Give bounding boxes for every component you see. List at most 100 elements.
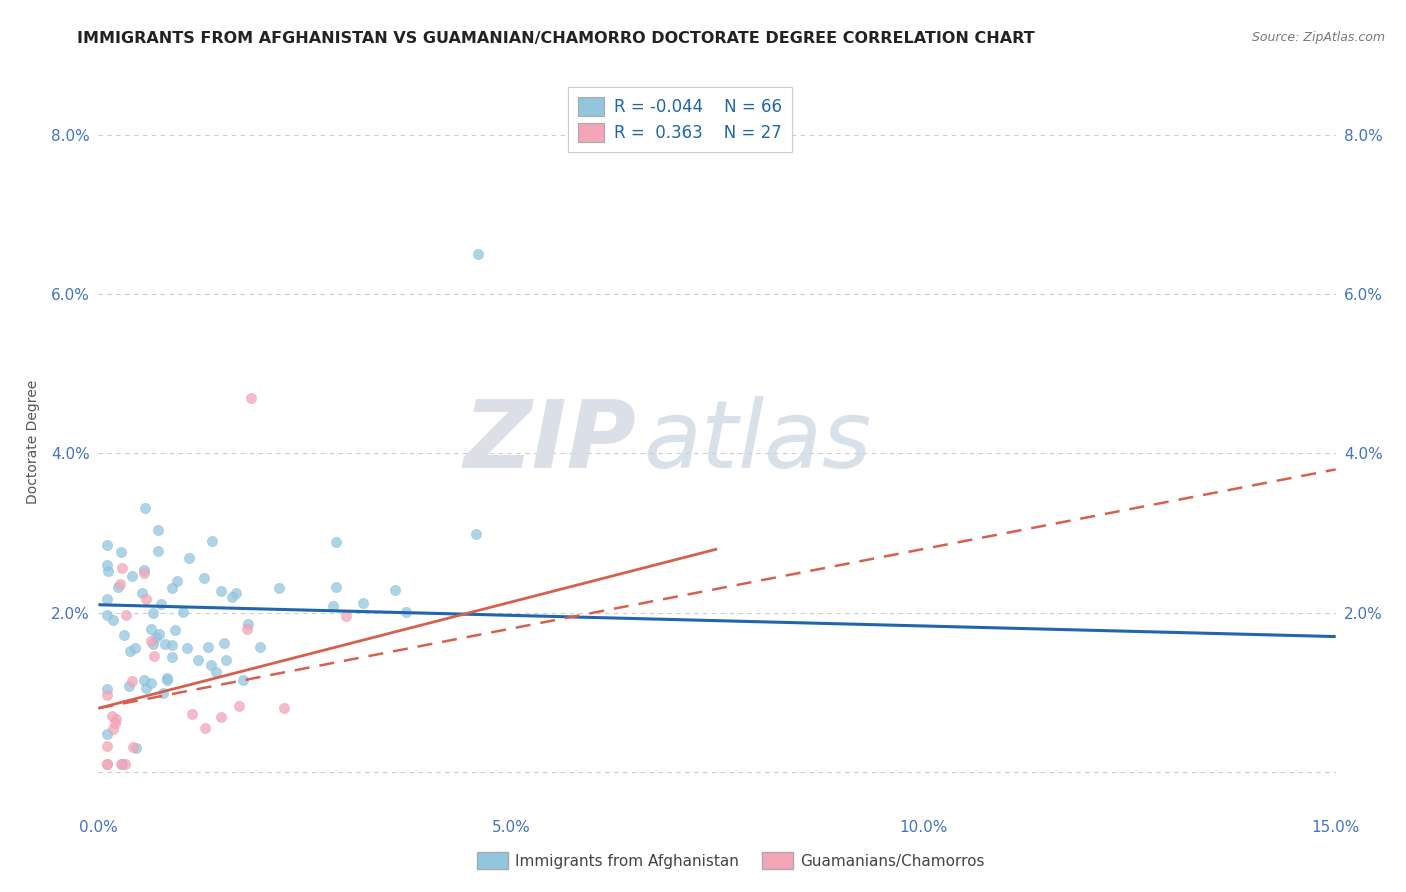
Point	[267, 581, 290, 595]
Point	[467, 247, 489, 261]
Point	[352, 596, 374, 610]
Point	[135, 681, 157, 696]
Point	[322, 599, 344, 614]
Point	[121, 673, 143, 688]
Point	[108, 576, 131, 591]
Point	[197, 640, 219, 655]
Point	[135, 592, 157, 607]
Point	[205, 665, 228, 679]
Point	[160, 582, 183, 596]
Point	[176, 640, 198, 655]
Text: ZIP: ZIP	[464, 395, 637, 488]
Point	[156, 671, 179, 685]
Point	[209, 583, 232, 598]
Point	[193, 571, 215, 585]
Point	[325, 534, 347, 549]
Point	[228, 698, 250, 713]
Y-axis label: Doctorate Degree: Doctorate Degree	[27, 379, 41, 504]
Text: Source: ZipAtlas.com: Source: ZipAtlas.com	[1251, 31, 1385, 45]
Point	[166, 574, 188, 588]
Point	[120, 644, 142, 658]
Point	[104, 715, 127, 730]
Point	[160, 638, 183, 652]
Point	[240, 391, 263, 405]
Point	[96, 756, 118, 771]
Point	[249, 640, 271, 655]
Point	[114, 756, 136, 771]
Point	[112, 627, 135, 641]
Point	[145, 630, 167, 644]
Legend: R = -0.044    N = 66, R =  0.363    N = 27: R = -0.044 N = 66, R = 0.363 N = 27	[568, 87, 792, 153]
Point	[101, 613, 124, 627]
Point	[146, 523, 169, 537]
Point	[160, 649, 183, 664]
Point	[201, 534, 224, 549]
Point	[96, 608, 118, 623]
Point	[96, 739, 118, 753]
Point	[143, 648, 166, 663]
Point	[193, 721, 215, 735]
Point	[465, 527, 488, 541]
Point	[238, 617, 260, 632]
Point	[96, 727, 118, 741]
Point	[101, 722, 124, 736]
Point	[214, 653, 236, 667]
Point	[134, 500, 156, 515]
Legend: Immigrants from Afghanistan, Guamanians/Chamorros: Immigrants from Afghanistan, Guamanians/…	[471, 846, 991, 875]
Point	[209, 710, 232, 724]
Point	[104, 712, 127, 726]
Point	[146, 543, 169, 558]
Point	[134, 673, 156, 687]
Point	[142, 606, 165, 620]
Point	[172, 606, 194, 620]
Point	[187, 653, 209, 667]
Point	[325, 580, 347, 594]
Point	[132, 566, 155, 580]
Point	[107, 580, 129, 594]
Point	[179, 551, 201, 566]
Point	[114, 607, 136, 622]
Text: atlas: atlas	[643, 396, 872, 487]
Point	[212, 636, 235, 650]
Point	[155, 637, 177, 651]
Point	[142, 637, 165, 651]
Point	[131, 586, 153, 600]
Point	[132, 563, 155, 577]
Point	[101, 708, 124, 723]
Point	[96, 558, 118, 572]
Point	[111, 561, 134, 575]
Point	[110, 756, 132, 771]
Point	[125, 740, 148, 755]
Point	[97, 564, 120, 578]
Point	[110, 544, 132, 558]
Point	[141, 634, 163, 648]
Point	[163, 623, 186, 637]
Point	[148, 627, 170, 641]
Point	[121, 569, 143, 583]
Point	[96, 756, 118, 771]
Point	[273, 701, 295, 715]
Point	[111, 756, 134, 771]
Point	[384, 583, 406, 598]
Point	[236, 622, 259, 636]
Point	[232, 673, 254, 687]
Point	[122, 740, 145, 755]
Point	[149, 597, 172, 611]
Point	[96, 591, 118, 606]
Point	[225, 585, 247, 599]
Point	[181, 706, 204, 721]
Point	[221, 590, 243, 604]
Point	[141, 623, 163, 637]
Point	[96, 688, 118, 702]
Point	[156, 673, 179, 687]
Point	[200, 657, 222, 672]
Point	[124, 641, 146, 656]
Point	[96, 682, 118, 697]
Point	[152, 685, 174, 699]
Point	[335, 609, 357, 624]
Text: IMMIGRANTS FROM AFGHANISTAN VS GUAMANIAN/CHAMORRO DOCTORATE DEGREE CORRELATION C: IMMIGRANTS FROM AFGHANISTAN VS GUAMANIAN…	[77, 31, 1035, 46]
Point	[141, 675, 163, 690]
Point	[118, 679, 141, 693]
Point	[96, 538, 118, 552]
Point	[395, 606, 418, 620]
